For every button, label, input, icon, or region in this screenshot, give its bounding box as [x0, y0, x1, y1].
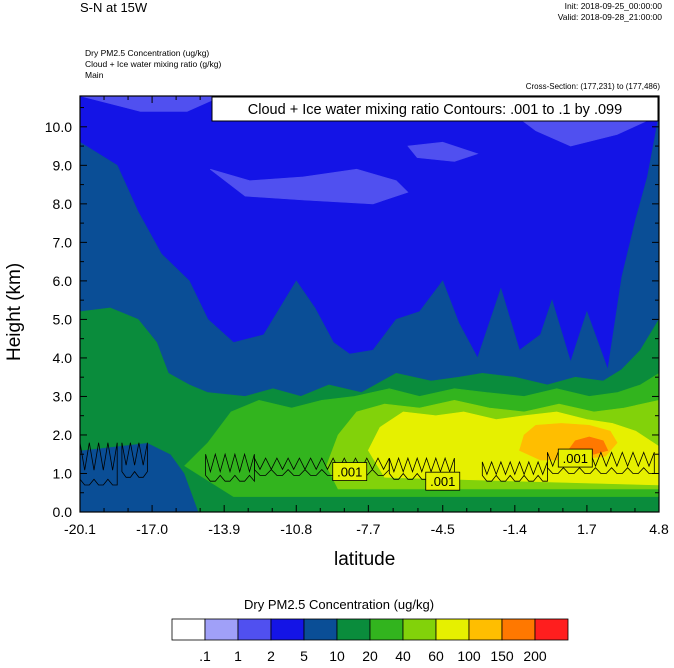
colorbar-swatch: [534, 618, 569, 641]
x-tick-label: -4.5: [431, 521, 455, 537]
colorbar: .1 1 2 5 10 20 40 60 100 150 200: [171, 618, 569, 664]
x-tick-label: 1.7: [577, 521, 597, 537]
pm25-region-2: [407, 141, 479, 162]
colorbar-swatch: [237, 618, 272, 641]
colorbar-swatch: [402, 618, 437, 641]
y-tick-label: 5.0: [53, 311, 73, 327]
contour-label: .001: [337, 465, 362, 480]
colorbar-label: 1: [234, 648, 242, 664]
pm25-region-2: [210, 168, 409, 205]
x-tick-label: -13.9: [208, 521, 240, 537]
contour-legend-text: Cloud + Ice water mixing ratio Contours:…: [248, 102, 622, 118]
cloud-contour-line: [205, 452, 255, 483]
y-tick-label: 7.0: [53, 234, 73, 250]
y-tick-label: 4.0: [53, 350, 73, 366]
colorbar-swatch: [468, 618, 503, 641]
colorbar-title: Dry PM2.5 Concentration (ug/kg): [244, 597, 435, 612]
field-label-main: Main: [85, 70, 104, 80]
x-tick-label: -1.4: [503, 521, 527, 537]
chart-title: S-N at 15W: [80, 0, 148, 15]
axis-ticks: -20.1 -17.0 -13.9 -10.8 -7.7 -4.5 -1.4 1.7 4.8 0.…: [45, 96, 669, 537]
colorbar-swatch: [303, 618, 338, 641]
colorbar-swatch: [204, 618, 239, 641]
colorbar-label: 20: [362, 648, 378, 664]
valid-time: Valid: 2018-09-28_21:00:00: [557, 12, 662, 22]
x-tick-label: -7.7: [356, 521, 380, 537]
colorbar-label: 40: [395, 648, 411, 664]
contour-label: .001: [563, 451, 588, 466]
y-tick-label: 1.0: [53, 465, 73, 481]
plot-frame: [79, 95, 660, 513]
contour-labels: .001 .001 .001: [332, 448, 593, 491]
y-tick-label: 3.0: [53, 388, 73, 404]
colorbar-label: 60: [428, 648, 444, 664]
contour-label: .001: [430, 474, 455, 489]
contour-label-box: [425, 471, 461, 491]
colorbar-label: .1: [199, 648, 211, 664]
y-tick-label: 8.0: [53, 196, 73, 212]
contour-label-box: [332, 462, 368, 481]
colorbar-label: 5: [300, 648, 308, 664]
cloud-contour-line: [80, 442, 118, 486]
colorbar-swatch: [336, 618, 371, 641]
cloud-contour-line: [121, 442, 148, 478]
colorbar-label: 2: [267, 648, 275, 664]
x-axis-label: latitude: [334, 549, 396, 570]
colorbar-swatch: [435, 618, 470, 641]
colorbar-swatch: [501, 618, 536, 641]
field-label-cloud-ice: Cloud + Ice water mixing ratio (g/kg): [85, 59, 222, 69]
contour-legend: Cloud + Ice water mixing ratio Contours:…: [211, 96, 659, 122]
y-tick-label: 6.0: [53, 273, 73, 289]
init-time: Init: 2018-09-25_00:00:00: [564, 1, 662, 11]
x-tick-label: -17.0: [136, 521, 168, 537]
colorbar-label: 150: [490, 648, 514, 664]
colorbar-swatch: [270, 618, 305, 641]
x-tick-label: -20.1: [64, 521, 96, 537]
contour-label-box: [557, 448, 593, 468]
field-label-pm25: Dry PM2.5 Concentration (ug/kg): [85, 48, 210, 58]
colorbar-label: 200: [523, 648, 547, 664]
colorbar-label: 100: [457, 648, 481, 664]
colorbar-label: 10: [329, 648, 345, 664]
y-tick-label: 9.0: [53, 157, 73, 173]
colorbar-swatch: [369, 618, 404, 641]
x-tick-label: -10.8: [280, 521, 312, 537]
y-tick-label: 10.0: [45, 119, 72, 135]
x-tick-label: 4.8: [649, 521, 669, 537]
y-axis-label: Height (km): [4, 262, 25, 361]
colorbar-swatch: [171, 618, 206, 641]
y-tick-label: 2.0: [53, 427, 73, 443]
cross-section-label: Cross-Section: (177,231) to (177,486): [525, 82, 660, 91]
pm25-region-2: [80, 96, 222, 112]
y-tick-label: 0.0: [53, 504, 73, 520]
cloud-contour-line: [481, 460, 548, 482]
